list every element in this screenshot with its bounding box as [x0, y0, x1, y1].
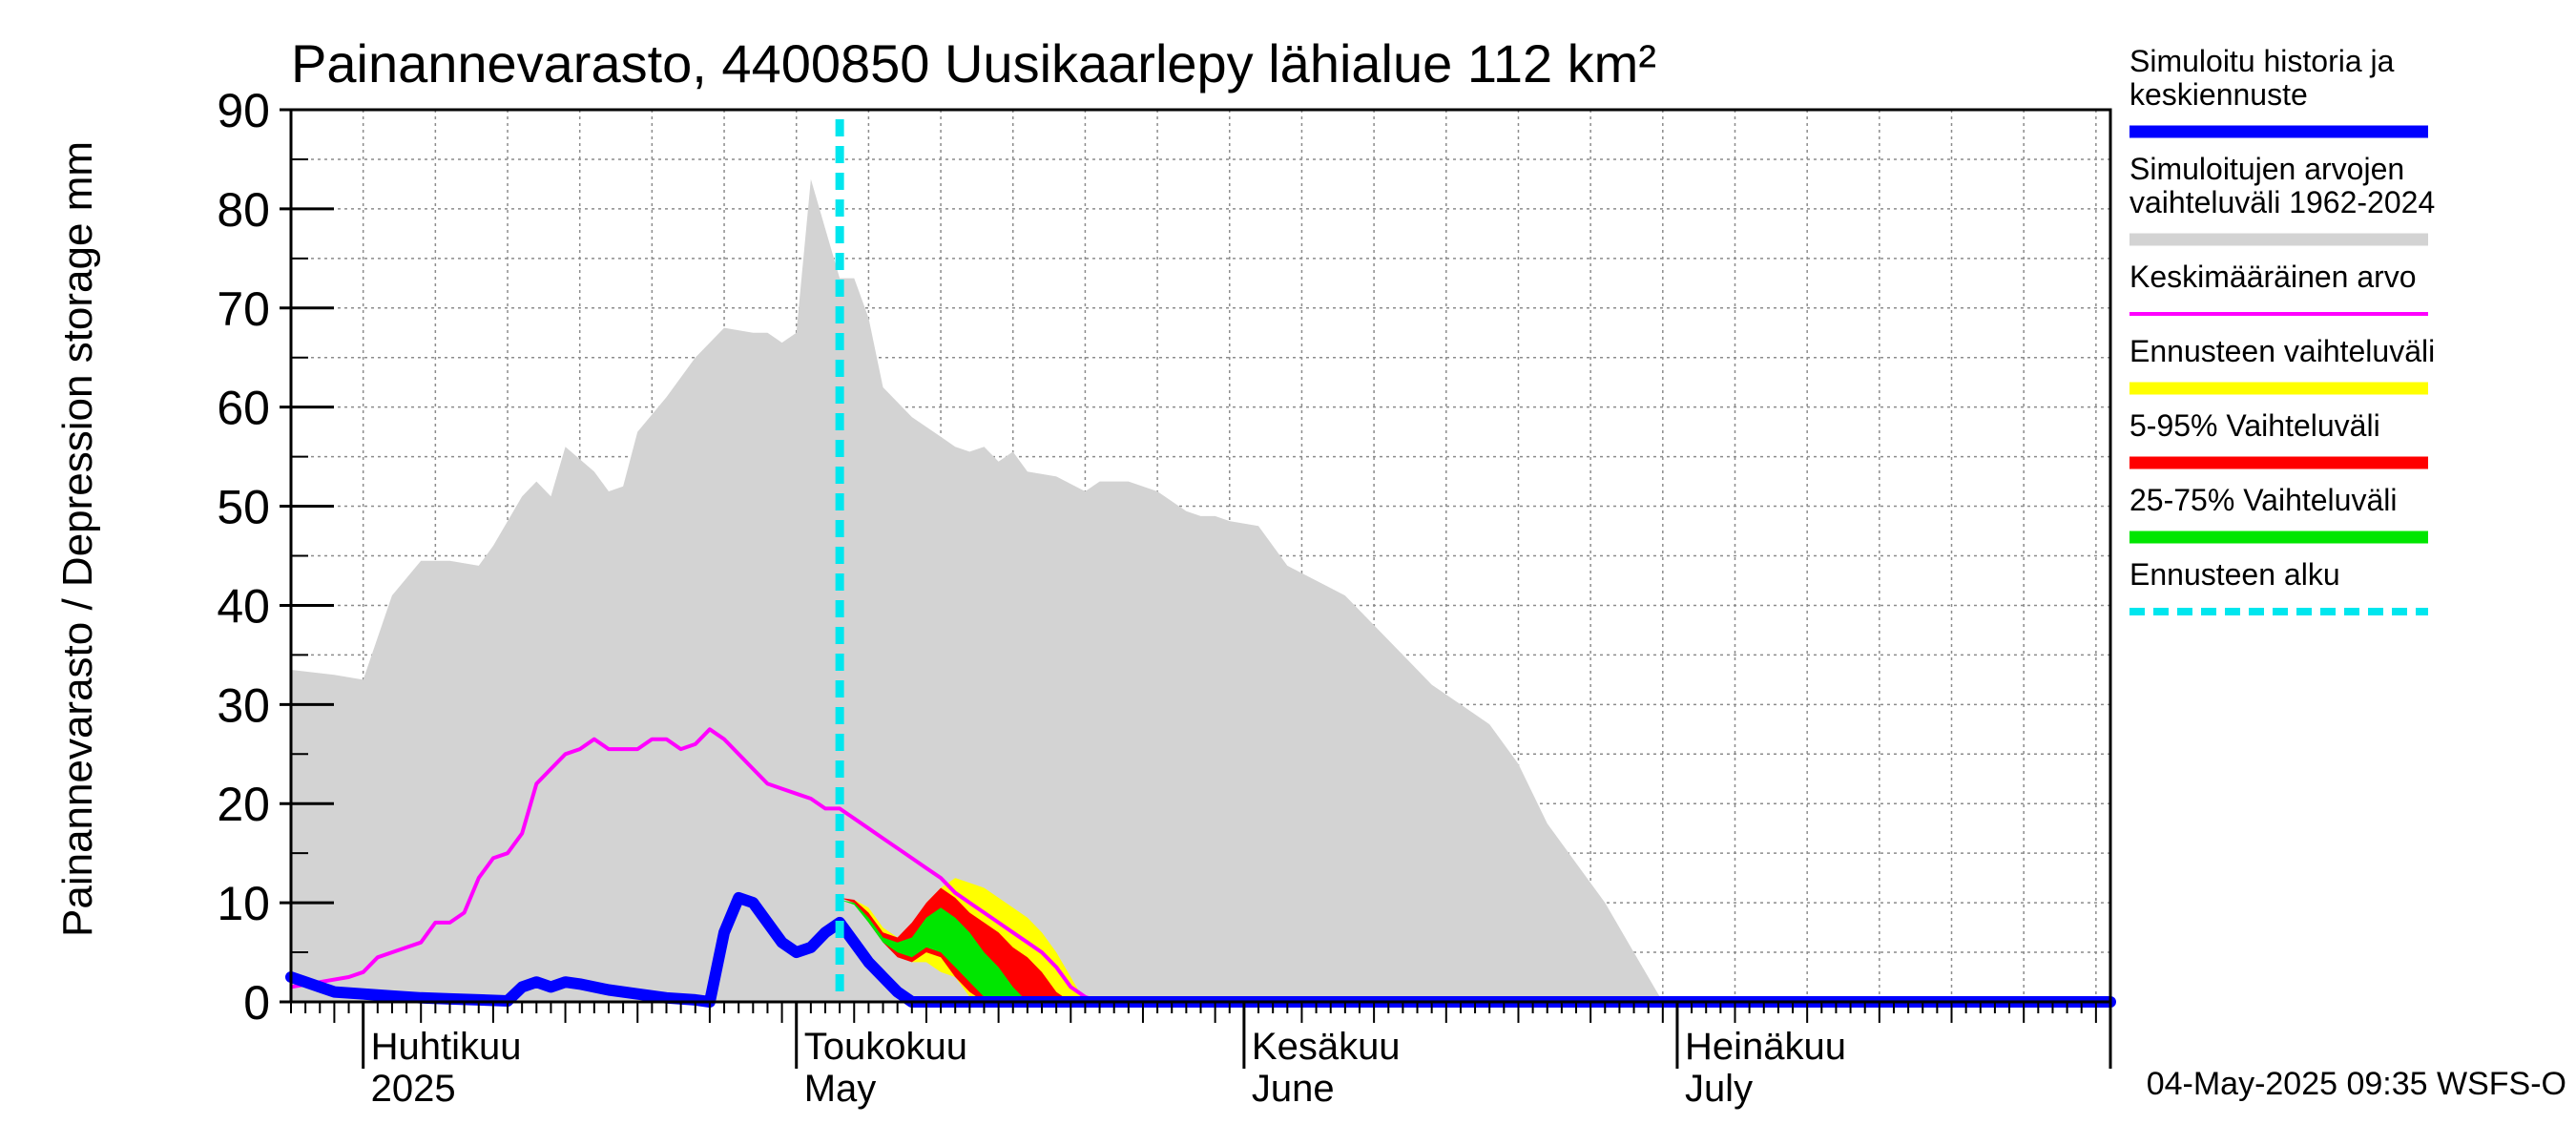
y-tick-label: 50	[217, 481, 270, 534]
y-tick-label: 10	[217, 877, 270, 930]
legend-label: vaihteluväli 1962-2024	[2129, 185, 2435, 219]
legend-label: 25-75% Vaihteluväli	[2129, 483, 2397, 517]
y-tick-label: 90	[217, 84, 270, 137]
legend-label: Simuloitujen arvojen	[2129, 152, 2404, 186]
y-tick-label: 40	[217, 579, 270, 633]
legend-label: Simuloitu historia ja	[2129, 44, 2395, 78]
month-sublabel: June	[1252, 1068, 1335, 1110]
chart-title: Painannevarasto, 4400850 Uusikaarlepy lä…	[291, 33, 1656, 94]
month-label: Kesäkuu	[1252, 1026, 1401, 1068]
legend-label: keskiennuste	[2129, 77, 2308, 112]
y-tick-label: 0	[243, 976, 270, 1030]
y-tick-label: 60	[217, 382, 270, 435]
simulated-line	[285, 891, 2116, 1008]
legend-label: Ennusteen vaihteluväli	[2129, 334, 2435, 368]
month-label: Toukokuu	[804, 1026, 967, 1068]
month-label: Huhtikuu	[371, 1026, 522, 1068]
y-tick-label: 70	[217, 282, 270, 336]
legend-label: Ennusteen alku	[2129, 557, 2340, 592]
y-tick-label: 30	[217, 678, 270, 732]
legend-label: Keskimääräinen arvo	[2129, 260, 2417, 294]
band-25-75	[840, 900, 1028, 1002]
mean-line	[290, 727, 2110, 1004]
footer-timestamp: 04-May-2025 09:35 WSFS-O	[2147, 1066, 2566, 1102]
month-label: Heinäkuu	[1685, 1026, 1846, 1068]
month-sublabel: 2025	[371, 1068, 456, 1110]
month-sublabel: July	[1685, 1068, 1753, 1110]
y-tick-label: 20	[217, 778, 270, 831]
y-tick-label: 80	[217, 183, 270, 237]
month-sublabel: May	[804, 1068, 877, 1110]
y-axis-label: Painannevarasto / Depression storage mm	[54, 141, 101, 937]
legend-label: 5-95% Vaihteluväli	[2129, 408, 2380, 443]
historical-range-area	[291, 178, 1663, 1002]
